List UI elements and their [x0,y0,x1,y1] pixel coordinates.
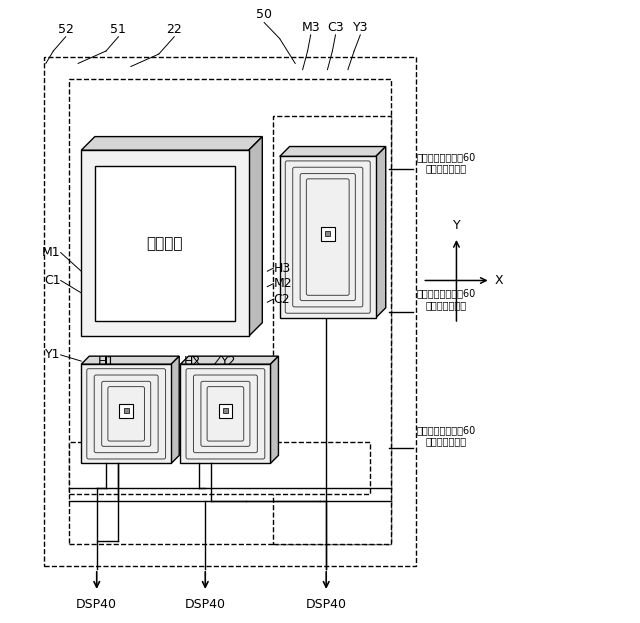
Polygon shape [81,136,262,150]
Bar [325,232,330,237]
Text: Y3: Y3 [353,21,368,34]
Text: C3: C3 [327,21,344,34]
Bar [69,442,370,495]
Text: Y2: Y2 [221,355,236,368]
Text: 51: 51 [111,22,126,36]
Text: Y1: Y1 [45,348,61,361]
Bar [69,79,391,544]
Bar [95,166,235,321]
Text: M2: M2 [273,277,292,290]
Polygon shape [180,356,278,364]
Bar [44,57,416,566]
Bar [280,156,376,318]
Text: C2: C2 [273,293,290,306]
Text: H1: H1 [97,355,115,368]
Polygon shape [376,146,386,318]
Text: Y: Y [452,219,460,232]
Text: M3: M3 [301,21,320,34]
Text: 撒像素子駆動回路60
からの駆動信号: 撒像素子駆動回路60 からの駆動信号 [416,152,476,173]
Bar [219,404,232,417]
Bar [124,408,129,413]
Polygon shape [280,146,386,156]
Bar [119,404,133,417]
Bar [223,408,228,413]
Bar [321,227,335,241]
Text: DSP40: DSP40 [306,598,347,611]
Text: 撒像素子: 撒像素子 [147,235,183,251]
Polygon shape [249,136,262,336]
Bar [180,364,270,464]
Text: 22: 22 [166,22,182,36]
Text: M1: M1 [42,246,61,259]
Bar [81,364,171,464]
Text: DSP40: DSP40 [76,598,117,611]
Text: 撒像素子駆動回路60
からの駆動信号: 撒像素子駆動回路60 からの駆動信号 [416,288,476,310]
Polygon shape [171,356,179,464]
Text: 52: 52 [58,22,74,36]
Polygon shape [270,356,278,464]
Text: H2: H2 [184,355,202,368]
Bar [273,116,391,544]
Bar [81,150,249,336]
Text: DSP40: DSP40 [185,598,226,611]
Text: C1: C1 [44,274,61,287]
Text: 撒像素子駆動回路60
からの駆動信号: 撒像素子駆動回路60 からの駆動信号 [416,425,476,446]
Text: 50: 50 [256,8,272,21]
Polygon shape [81,356,179,364]
Text: X: X [495,274,504,287]
Text: H3: H3 [273,262,291,275]
